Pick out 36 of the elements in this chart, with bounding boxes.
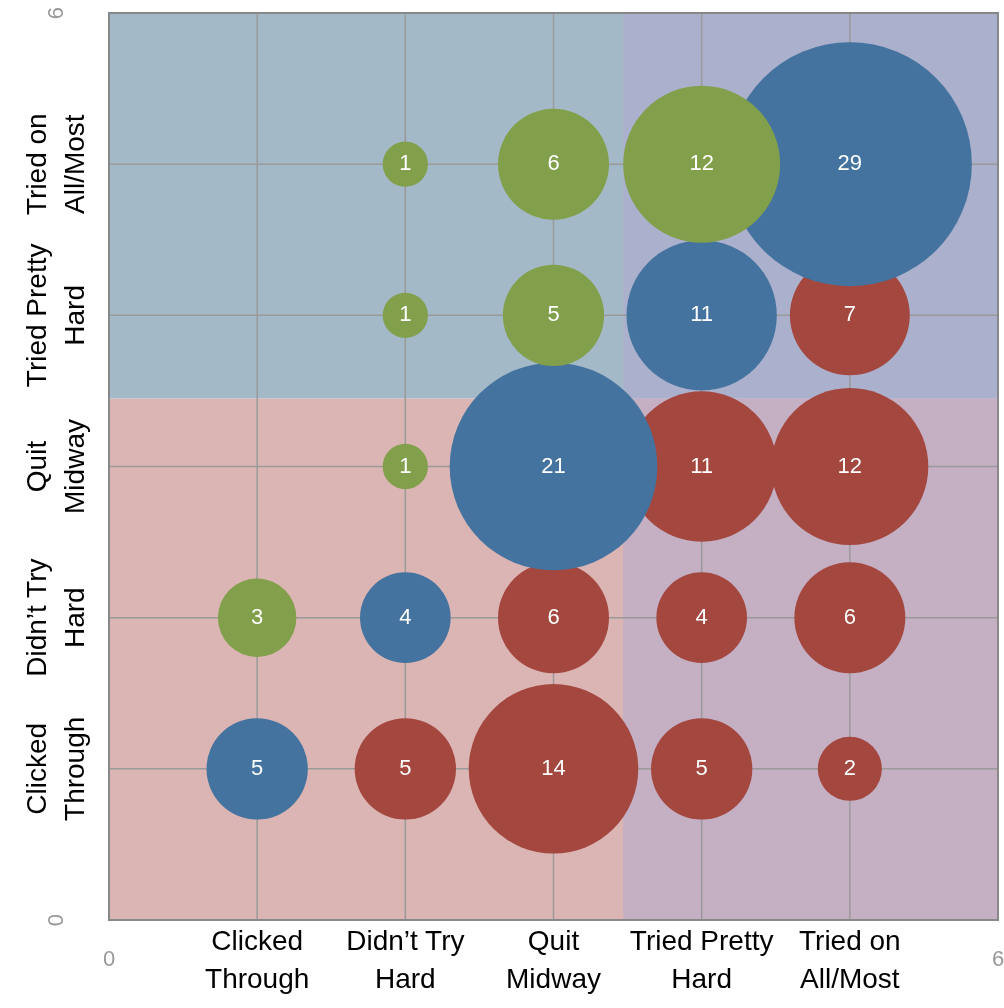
y-tick-label: Quit Midway <box>20 419 90 514</box>
data-label: 1 <box>399 301 412 327</box>
data-label: 1 <box>399 150 412 176</box>
x-tick-label: Didn’t Try Hard <box>346 924 465 994</box>
y-tick-label: Tried Pretty Hard <box>20 243 90 388</box>
x-tick-label: 6 <box>991 946 1004 972</box>
x-tick-label: Quit Midway <box>506 924 601 994</box>
data-label: 1 <box>399 452 412 478</box>
data-label: 11 <box>690 301 714 327</box>
data-label: 5 <box>695 754 708 780</box>
y-tick-label: 6 <box>43 6 69 20</box>
data-label: 14 <box>541 754 566 780</box>
x-tick-label: 0 <box>102 946 116 972</box>
data-label: 21 <box>541 452 566 478</box>
y-tick-label: Tried on All/Most <box>20 113 90 216</box>
y-tick-label: Clicked Through <box>20 716 90 821</box>
data-label: 29 <box>837 150 863 176</box>
data-label: 7 <box>843 301 856 327</box>
x-tick-label: Tried on All/Most <box>798 924 901 994</box>
data-label: 3 <box>251 603 264 629</box>
data-label: 12 <box>837 452 863 478</box>
data-label: 2 <box>843 754 856 780</box>
data-label: 5 <box>399 754 412 780</box>
data-label: 12 <box>689 150 714 176</box>
data-label: 4 <box>399 603 412 629</box>
data-label: 11 <box>690 452 714 478</box>
data-label: 5 <box>251 754 264 780</box>
data-label: 6 <box>547 603 560 629</box>
y-tick-label: 0 <box>43 913 69 927</box>
data-label: 6 <box>843 603 856 629</box>
data-label: 5 <box>547 301 560 327</box>
data-label: 4 <box>695 603 708 629</box>
x-tick-label: Clicked Through <box>205 924 310 994</box>
x-tick-label: Tried Pretty Hard <box>629 924 774 994</box>
data-label: 6 <box>547 150 560 176</box>
y-tick-label: Didn’t Try Hard <box>20 558 90 677</box>
